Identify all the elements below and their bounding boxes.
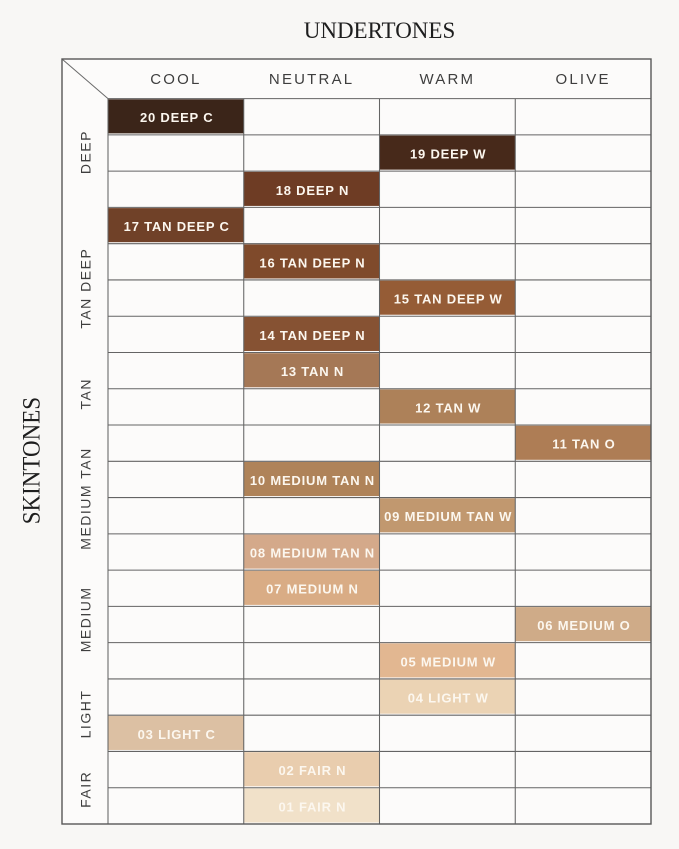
svg-text:17 TAN DEEP C: 17 TAN DEEP C: [124, 219, 230, 234]
svg-text:04 LIGHT W: 04 LIGHT W: [408, 691, 489, 706]
svg-text:06 MEDIUM O: 06 MEDIUM O: [537, 618, 630, 633]
svg-text:08 MEDIUM TAN N: 08 MEDIUM TAN N: [250, 545, 375, 560]
svg-text:DEEP: DEEP: [77, 130, 93, 174]
svg-text:09 MEDIUM TAN W: 09 MEDIUM TAN W: [384, 509, 512, 524]
svg-text:COOL: COOL: [150, 71, 201, 88]
svg-text:10 MEDIUM TAN N: 10 MEDIUM TAN N: [250, 473, 375, 488]
svg-text:13 TAN N: 13 TAN N: [281, 364, 344, 379]
svg-text:07 MEDIUM N: 07 MEDIUM N: [266, 582, 359, 597]
svg-text:SKINTONES: SKINTONES: [17, 397, 45, 524]
svg-text:19 DEEP W: 19 DEEP W: [410, 147, 486, 162]
svg-text:16 TAN DEEP N: 16 TAN DEEP N: [259, 255, 365, 270]
svg-text:UNDERTONES: UNDERTONES: [304, 18, 456, 43]
svg-text:OLIVE: OLIVE: [556, 71, 611, 88]
svg-text:MEDIUM: MEDIUM: [77, 587, 93, 653]
svg-text:MEDIUM TAN: MEDIUM TAN: [77, 447, 93, 549]
svg-text:14 TAN DEEP N: 14 TAN DEEP N: [259, 328, 365, 343]
svg-text:FAIR: FAIR: [77, 771, 93, 808]
svg-text:01 FAIR N: 01 FAIR N: [278, 799, 346, 814]
svg-text:TAN: TAN: [77, 378, 93, 409]
svg-text:02 FAIR N: 02 FAIR N: [278, 763, 346, 778]
svg-text:11 TAN O: 11 TAN O: [552, 437, 615, 452]
svg-text:03 LIGHT C: 03 LIGHT C: [138, 727, 216, 742]
svg-text:TAN DEEP: TAN DEEP: [77, 248, 93, 329]
svg-text:15 TAN DEEP W: 15 TAN DEEP W: [394, 292, 503, 307]
svg-text:12 TAN W: 12 TAN W: [415, 400, 481, 415]
svg-text:05 MEDIUM W: 05 MEDIUM W: [400, 654, 495, 669]
svg-text:LIGHT: LIGHT: [77, 690, 93, 739]
svg-text:NEUTRAL: NEUTRAL: [269, 71, 354, 88]
svg-text:WARM: WARM: [420, 71, 476, 88]
svg-text:18 DEEP N: 18 DEEP N: [276, 183, 349, 198]
svg-text:20 DEEP C: 20 DEEP C: [140, 110, 213, 125]
